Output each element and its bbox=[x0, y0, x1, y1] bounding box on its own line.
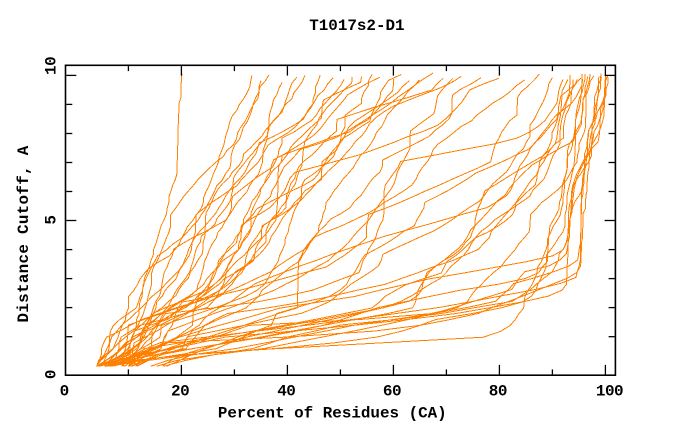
svg-text:T1017s2-D1: T1017s2-D1 bbox=[309, 17, 404, 35]
svg-text:40: 40 bbox=[277, 383, 295, 401]
svg-text:80: 80 bbox=[489, 383, 507, 401]
svg-text:0: 0 bbox=[42, 370, 60, 379]
svg-text:20: 20 bbox=[171, 383, 189, 401]
svg-text:0: 0 bbox=[60, 383, 69, 401]
svg-text:Distance Cutoff, A: Distance Cutoff, A bbox=[15, 145, 33, 322]
svg-text:100: 100 bbox=[596, 383, 623, 401]
svg-text:5: 5 bbox=[42, 215, 60, 224]
svg-text:60: 60 bbox=[383, 383, 401, 401]
svg-text:Percent of Residues (CA): Percent of Residues (CA) bbox=[218, 405, 447, 423]
svg-text:10: 10 bbox=[42, 57, 60, 75]
